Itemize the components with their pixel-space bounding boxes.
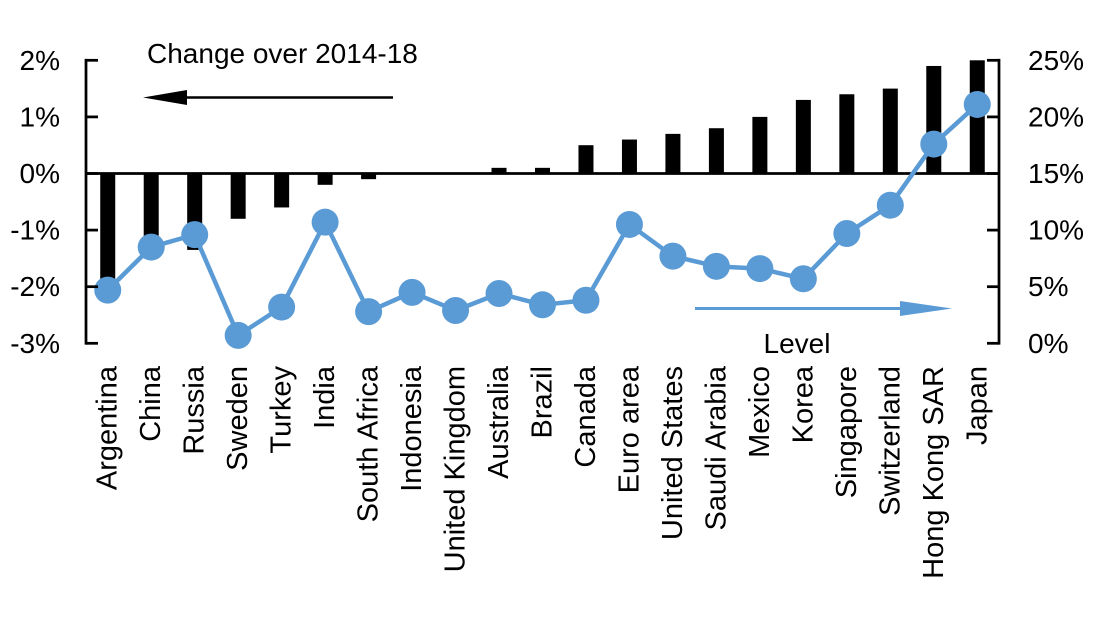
x-category-label: China xyxy=(135,365,167,442)
change-bar xyxy=(882,88,898,174)
level-annotation: Level xyxy=(695,301,952,359)
level-marker xyxy=(268,293,296,321)
right-axis-tick-label: 5% xyxy=(1028,271,1068,302)
x-category-label: Mexico xyxy=(744,366,776,458)
change-bar xyxy=(752,116,768,174)
change-bar xyxy=(578,145,594,174)
level-marker xyxy=(789,265,817,293)
change-bar xyxy=(535,167,550,174)
right-axis-tick-label: 15% xyxy=(1028,158,1084,189)
x-category-label: Russia xyxy=(179,365,211,455)
change-annotation: Change over 2014-18 xyxy=(143,38,418,105)
x-category-label: Brazil xyxy=(527,366,559,439)
right-arrowhead-icon xyxy=(900,301,952,316)
x-category-label: Turkey xyxy=(266,366,298,454)
left-axis-tick-label: 0% xyxy=(20,158,60,189)
left-axis-tick-label: 2% xyxy=(20,45,60,76)
change-bar xyxy=(491,167,507,174)
x-category-label: Argentina xyxy=(92,365,124,490)
x-category-label: Hong Kong SAR xyxy=(918,366,950,579)
level-marker xyxy=(137,233,165,261)
level-marker xyxy=(659,242,687,270)
right-axis-tick-label: 25% xyxy=(1028,45,1084,76)
x-category-label: Canada xyxy=(570,365,602,467)
x-category-label: Saudi Arabia xyxy=(700,365,732,530)
level-marker xyxy=(398,278,426,306)
right-axis-tick-label: 10% xyxy=(1028,215,1084,246)
left-axis-tick-label: -1% xyxy=(10,215,60,246)
left-axis-tick-label: -2% xyxy=(10,271,60,302)
right-axis: 25% 20% 15% 10% 5% 0% xyxy=(987,45,1084,359)
level-marker xyxy=(485,279,513,307)
change-bar xyxy=(230,173,246,219)
x-category-label: India xyxy=(309,365,341,429)
level-marker xyxy=(442,296,470,324)
x-category-labels: Argentina China Russia Sweden Turkey India Sou… xyxy=(92,365,994,579)
x-category-label: Indonesia xyxy=(396,365,428,492)
change-bar xyxy=(839,94,855,174)
level-marker xyxy=(920,130,948,158)
level-marker xyxy=(876,191,904,219)
x-category-label: Singapore xyxy=(831,366,863,498)
level-marker xyxy=(311,208,339,236)
x-category-label: United States xyxy=(657,366,689,540)
level-marker xyxy=(224,321,252,349)
left-arrowhead-icon xyxy=(143,90,187,105)
change-bar xyxy=(274,173,290,208)
left-axis-tick-label: 1% xyxy=(20,101,60,132)
x-category-label: Euro area xyxy=(613,365,645,493)
change-annotation-label: Change over 2014-18 xyxy=(147,38,418,69)
change-bar xyxy=(665,133,681,174)
level-marker xyxy=(833,219,861,247)
x-category-label: Japan xyxy=(961,366,993,445)
level-marker xyxy=(746,255,774,283)
change-bar xyxy=(621,139,637,174)
change-bar xyxy=(795,99,811,174)
change-bar xyxy=(708,128,724,174)
level-marker xyxy=(702,252,730,280)
x-category-label: Switzerland xyxy=(874,366,906,516)
x-category-label: United Kingdom xyxy=(440,366,472,572)
left-axis-tick-label: -3% xyxy=(10,328,60,359)
change-bar xyxy=(361,173,377,180)
level-marker xyxy=(572,286,600,314)
x-category-label: South Africa xyxy=(353,365,385,522)
right-axis-tick-label: 20% xyxy=(1028,101,1084,132)
change-bars-group xyxy=(100,60,985,282)
level-annotation-label: Level xyxy=(764,328,831,359)
level-marker xyxy=(355,298,383,326)
level-marker xyxy=(963,90,991,118)
level-line-group xyxy=(94,90,991,349)
x-category-label: Korea xyxy=(787,365,819,443)
level-marker xyxy=(181,221,209,249)
change-bar xyxy=(100,173,116,282)
x-category-label: Australia xyxy=(483,365,515,479)
x-category-label: Sweden xyxy=(222,366,254,471)
right-axis-tick-label: 0% xyxy=(1028,328,1068,359)
level-marker xyxy=(94,276,122,304)
change-bar xyxy=(317,173,333,185)
left-axis: 2% 1% 0% -1% -2% -3% xyxy=(10,45,98,359)
level-marker xyxy=(615,210,643,238)
level-marker xyxy=(529,291,556,319)
